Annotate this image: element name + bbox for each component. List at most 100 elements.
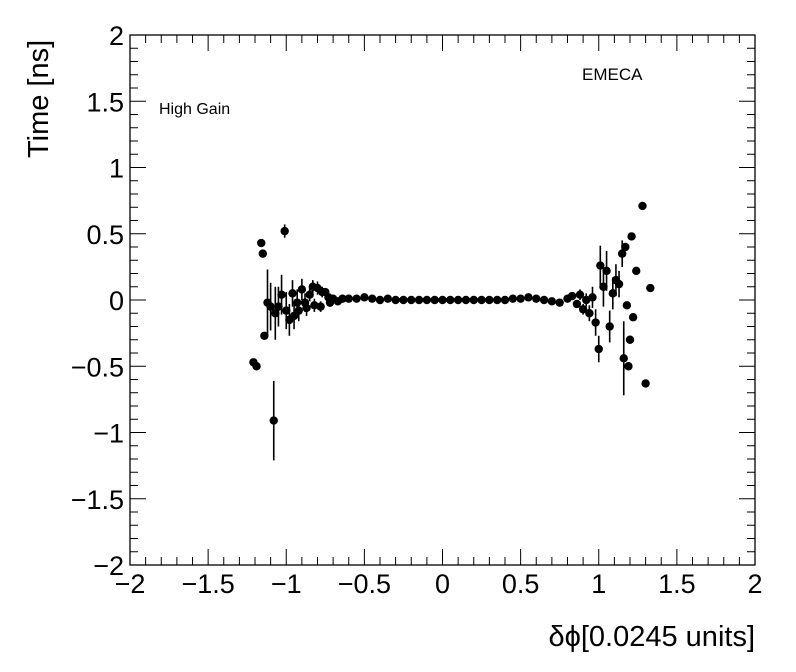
x-tick-label: −0.5 (338, 569, 391, 599)
data-point (271, 309, 280, 318)
data-point (292, 298, 302, 307)
data-point (257, 238, 266, 248)
data-point (338, 294, 347, 303)
data-point (310, 301, 319, 310)
data-point (632, 266, 641, 276)
data-point (352, 294, 361, 303)
data-point (594, 344, 603, 354)
data-point (619, 354, 628, 363)
data-point (627, 232, 636, 241)
y-tick-label: −1.5 (71, 485, 124, 515)
data-point (524, 293, 533, 302)
data-point (555, 298, 564, 307)
data-point (602, 266, 611, 276)
data-point (383, 294, 393, 303)
data-point (414, 295, 424, 305)
data-point (572, 299, 582, 309)
data-point (624, 362, 633, 371)
data-point (578, 305, 588, 314)
y-tick-label: 2 (109, 21, 124, 51)
x-tick-label: 1.5 (658, 569, 696, 599)
data-point (266, 302, 275, 311)
data-point (622, 301, 632, 310)
data-point (453, 295, 463, 305)
data-point (500, 295, 510, 305)
data-point (588, 293, 597, 302)
data-point (608, 289, 618, 298)
data-point (641, 379, 650, 388)
data-point (258, 249, 268, 258)
data-point (302, 303, 311, 313)
data-point (599, 282, 608, 291)
plot-frame (129, 34, 756, 566)
data-point (305, 290, 314, 299)
data-point (469, 295, 478, 305)
data-point (492, 295, 502, 305)
data-point (438, 295, 447, 305)
data-point (446, 295, 455, 305)
data-point (532, 294, 541, 303)
data-point (360, 293, 369, 302)
data-point (399, 295, 408, 305)
x-tick-labels: −2 −1.5 −1 −0.5 0 0.5 1 1.5 2 (115, 569, 763, 599)
y-tick-label: 0 (109, 286, 124, 316)
data-point (547, 297, 557, 306)
data-point (508, 294, 518, 303)
x-tick-label: 0.5 (502, 569, 540, 599)
data-point (430, 295, 439, 305)
data-point (344, 294, 353, 303)
data-point (638, 201, 647, 211)
data-point (485, 295, 494, 305)
data-point (277, 290, 286, 299)
y-tick-label: 0.5 (86, 220, 124, 250)
data-point (625, 335, 635, 344)
data-point (288, 289, 297, 298)
data-point (391, 295, 400, 305)
data-point (605, 322, 614, 331)
data-point (422, 295, 432, 305)
data-point (316, 302, 325, 311)
y-tick-labels: −2 −1.5 −1 −0.5 0 0.5 1 1.5 2 (71, 21, 124, 581)
x-tick-label: −2 (115, 569, 146, 599)
x-tick-label: −1.5 (181, 569, 234, 599)
data-point (567, 291, 577, 301)
y-tick-label: −2 (93, 551, 124, 581)
data-point (274, 302, 283, 311)
data-point (596, 261, 605, 270)
x-tick-label: 2 (747, 569, 762, 599)
data-point (516, 294, 525, 303)
y-tick-label: 1 (109, 154, 124, 184)
data-point (282, 306, 291, 315)
data-point (297, 285, 307, 294)
data-point (628, 313, 638, 322)
data-point (294, 306, 303, 315)
data-point (477, 295, 486, 305)
data-point (269, 416, 278, 425)
y-axis-label: Time [ns] (23, 40, 55, 158)
data-point (585, 309, 594, 318)
y-tick-label: 1.5 (86, 87, 124, 117)
x-tick-label: −1 (271, 569, 302, 599)
data-point (461, 295, 471, 305)
data-point (591, 318, 600, 327)
data-point (539, 295, 549, 305)
data-point (367, 294, 377, 303)
data-points (249, 201, 655, 425)
data-point (407, 295, 416, 305)
data-point (575, 290, 585, 299)
x-axis-label: δϕ[0.0245 units] (548, 621, 755, 653)
data-point (260, 331, 269, 340)
data-point (646, 283, 655, 293)
data-point (614, 279, 624, 289)
annotation-emeca: EMECA (582, 65, 643, 84)
data-point (621, 242, 630, 252)
data-point (375, 295, 385, 305)
x-tick-label: 0 (435, 569, 450, 599)
data-point (252, 362, 261, 371)
data-point (617, 249, 627, 258)
y-tick-label: −0.5 (71, 352, 124, 382)
annotation-high-gain: High Gain (159, 101, 230, 118)
y-tick-label: −1 (93, 419, 124, 449)
